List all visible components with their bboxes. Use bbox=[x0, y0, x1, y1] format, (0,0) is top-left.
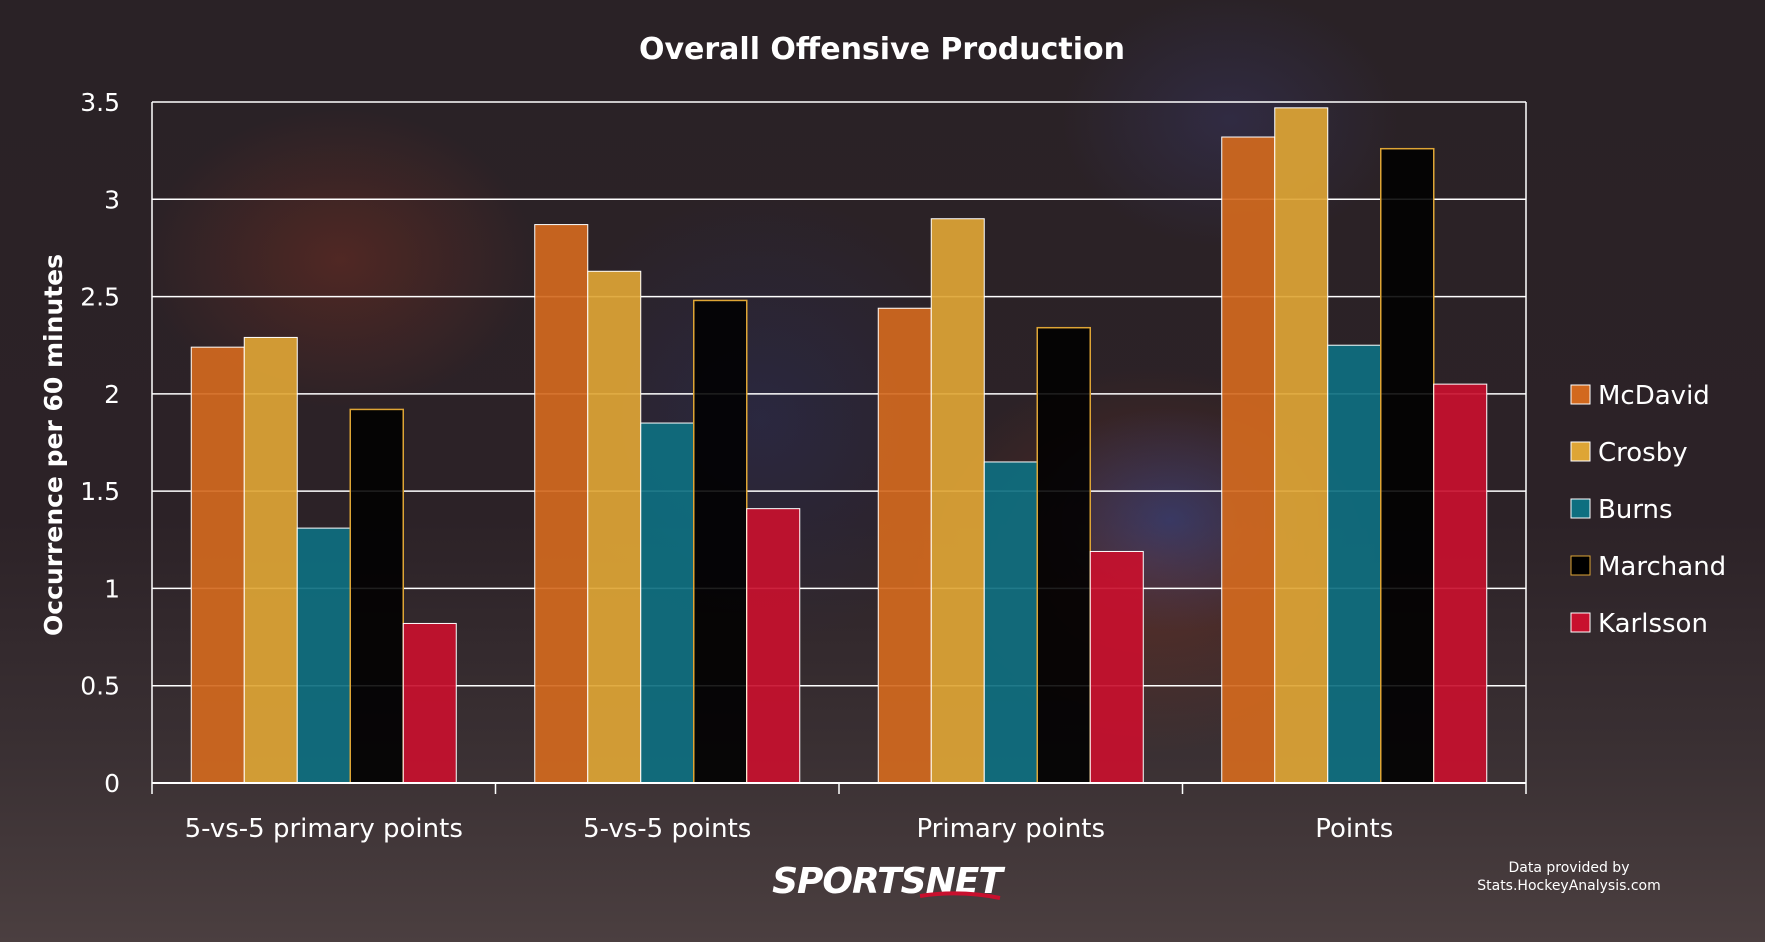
bar-crosby bbox=[1274, 107, 1329, 784]
source-credit-line2: Stats.HockeyAnalysis.com bbox=[1477, 878, 1661, 894]
bar-mcdavid bbox=[1221, 136, 1276, 784]
bar-crosby bbox=[930, 218, 985, 784]
legend-label-karlsson: Karlsson bbox=[1598, 609, 1708, 639]
bar-burns bbox=[640, 422, 695, 784]
legend-swatch-karlsson bbox=[1570, 612, 1591, 633]
legend-label-burns: Burns bbox=[1598, 495, 1673, 525]
bar-karlsson bbox=[1089, 550, 1144, 784]
source-credit-line1: Data provided by bbox=[1509, 860, 1630, 876]
legend-swatch-marchand bbox=[1570, 555, 1591, 576]
x-category-label: 5-vs-5 primary points bbox=[185, 814, 463, 844]
bar-marchand bbox=[1036, 326, 1091, 784]
x-category-label: Primary points bbox=[916, 814, 1105, 844]
bar-karlsson bbox=[746, 508, 801, 784]
y-tick-label: 3.5 bbox=[80, 88, 120, 117]
y-tick-label: 0 bbox=[104, 769, 120, 798]
y-tick-label: 1 bbox=[104, 574, 120, 603]
y-axis-label: Occurrence per 60 minutes bbox=[39, 254, 68, 636]
y-tick-label: 0.5 bbox=[80, 672, 120, 701]
y-tick-label: 3 bbox=[104, 185, 120, 214]
bar-marchand bbox=[349, 408, 404, 784]
legend: McDavid Crosby Burns Marchand Karlsson bbox=[1570, 381, 1726, 639]
legend-label-crosby: Crosby bbox=[1598, 438, 1688, 468]
bar-crosby bbox=[587, 270, 642, 784]
logo-swoosh bbox=[919, 891, 1001, 900]
bar-karlsson bbox=[1433, 383, 1488, 784]
y-tick-label: 1.5 bbox=[80, 477, 120, 506]
y-tick-label: 2 bbox=[104, 380, 120, 409]
bar-burns bbox=[983, 461, 1038, 784]
legend-label-marchand: Marchand bbox=[1598, 552, 1726, 582]
bar-karlsson bbox=[402, 622, 457, 784]
bar-burns bbox=[296, 527, 351, 784]
legend-swatch-crosby bbox=[1570, 441, 1591, 462]
bar-burns bbox=[1327, 344, 1382, 784]
legend-label-mcdavid: McDavid bbox=[1598, 381, 1710, 411]
x-category-label: 5-vs-5 points bbox=[583, 814, 751, 844]
sportsnet-logo: SPORTSNET bbox=[772, 861, 1006, 902]
bar-mcdavid bbox=[534, 224, 589, 784]
chart-title: Overall Offensive Production bbox=[639, 32, 1125, 67]
bars bbox=[190, 107, 1488, 784]
axes: 0 0.5 1 1.5 2 2.5 3 3.5 5-vs-5 primary points 5-v… bbox=[80, 88, 1527, 844]
x-category-label: Points bbox=[1315, 814, 1393, 844]
bar-mcdavid bbox=[190, 346, 245, 784]
bar-marchand bbox=[1380, 147, 1435, 784]
bar-crosby bbox=[243, 336, 298, 784]
y-tick-label: 2.5 bbox=[80, 283, 120, 312]
legend-swatch-burns bbox=[1570, 498, 1591, 519]
legend-swatch-mcdavid bbox=[1570, 384, 1591, 405]
bar-marchand bbox=[693, 299, 748, 784]
bar-mcdavid bbox=[877, 307, 932, 784]
